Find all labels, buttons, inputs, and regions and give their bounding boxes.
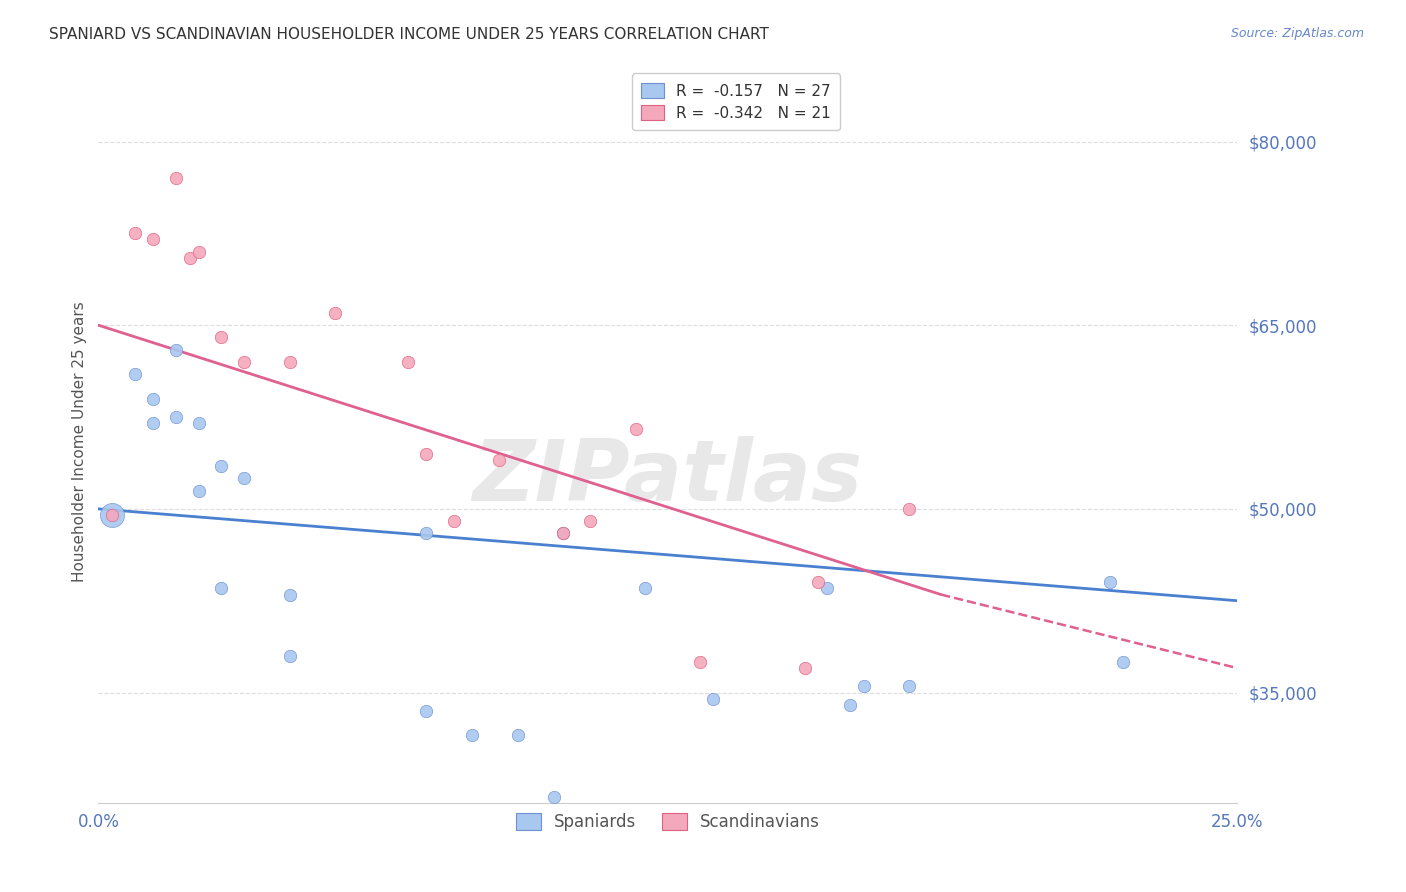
- Point: [807, 575, 830, 590]
- Legend: Spaniards, Scandinavians: Spaniards, Scandinavians: [509, 806, 827, 838]
- Point: [898, 680, 921, 694]
- Point: [101, 508, 124, 522]
- Point: [543, 789, 565, 804]
- Point: [579, 514, 602, 528]
- Point: [142, 392, 165, 406]
- Point: [124, 367, 146, 381]
- Point: [839, 698, 862, 712]
- Point: [165, 343, 187, 357]
- Point: [165, 410, 187, 425]
- Point: [209, 582, 232, 596]
- Point: [209, 458, 232, 473]
- Y-axis label: Householder Income Under 25 years: Householder Income Under 25 years: [72, 301, 87, 582]
- Point: [142, 416, 165, 430]
- Point: [278, 588, 301, 602]
- Point: [624, 422, 647, 436]
- Point: [233, 355, 256, 369]
- Point: [815, 582, 838, 596]
- Point: [142, 232, 165, 246]
- Point: [1112, 655, 1135, 669]
- Point: [278, 355, 301, 369]
- Point: [852, 680, 875, 694]
- Point: [443, 514, 465, 528]
- Point: [415, 526, 437, 541]
- Point: [323, 306, 346, 320]
- Point: [233, 471, 256, 485]
- Text: Source: ZipAtlas.com: Source: ZipAtlas.com: [1230, 27, 1364, 40]
- Point: [415, 447, 437, 461]
- Point: [488, 453, 510, 467]
- Point: [898, 502, 921, 516]
- Point: [187, 416, 209, 430]
- Point: [278, 648, 301, 663]
- Text: SPANIARD VS SCANDINAVIAN HOUSEHOLDER INCOME UNDER 25 YEARS CORRELATION CHART: SPANIARD VS SCANDINAVIAN HOUSEHOLDER INC…: [49, 27, 769, 42]
- Point: [702, 691, 724, 706]
- Point: [1098, 575, 1121, 590]
- Point: [793, 661, 815, 675]
- Point: [551, 526, 574, 541]
- Text: ZIPatlas: ZIPatlas: [472, 436, 863, 519]
- Point: [634, 582, 657, 596]
- Point: [187, 483, 209, 498]
- Point: [165, 171, 187, 186]
- Point: [179, 251, 201, 265]
- Point: [124, 227, 146, 241]
- Point: [101, 508, 124, 522]
- Point: [689, 655, 711, 669]
- Point: [187, 244, 209, 259]
- Point: [551, 526, 574, 541]
- Point: [415, 704, 437, 718]
- Point: [506, 728, 529, 742]
- Point: [209, 330, 232, 344]
- Point: [396, 355, 419, 369]
- Point: [461, 728, 484, 742]
